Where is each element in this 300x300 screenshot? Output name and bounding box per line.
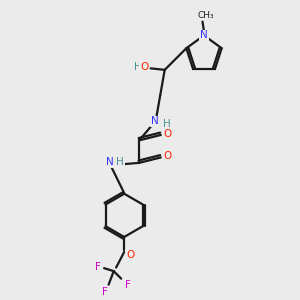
Text: F: F xyxy=(102,287,108,297)
Text: CH₃: CH₃ xyxy=(198,11,214,20)
Text: O: O xyxy=(163,151,172,161)
Text: N: N xyxy=(106,157,114,167)
Text: H: H xyxy=(134,62,142,72)
Text: N: N xyxy=(200,30,208,40)
Text: H: H xyxy=(116,157,124,167)
Text: O: O xyxy=(126,250,134,260)
Text: N: N xyxy=(151,116,159,127)
Text: H: H xyxy=(163,119,171,130)
Text: F: F xyxy=(95,262,101,272)
Text: O: O xyxy=(140,62,148,72)
Text: F: F xyxy=(125,280,131,290)
Text: O: O xyxy=(163,129,172,139)
